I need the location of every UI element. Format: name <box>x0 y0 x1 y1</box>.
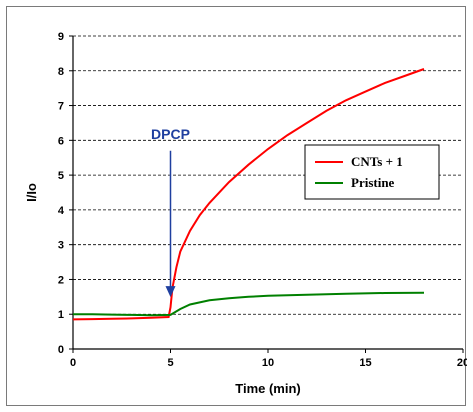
y-tick-label: 3 <box>58 240 64 252</box>
y-tick-label: 6 <box>58 135 64 147</box>
annotation-label: DPCP <box>151 126 190 142</box>
x-tick-label: 10 <box>262 357 274 369</box>
x-axis-title: Time (min) <box>235 381 301 396</box>
y-tick-label: 0 <box>58 344 64 356</box>
legend-box <box>304 144 440 200</box>
line-chart: 0 1 2 3 4 5 6 7 8 9 0 5 10 15 20 DPCP CNTs + 1 Pristine… <box>24 31 467 396</box>
y-axis-title: I/Io <box>24 183 39 202</box>
series-line-cnts-1 <box>72 68 425 321</box>
series-line-pristine <box>73 291 425 317</box>
grid-lines <box>73 35 463 315</box>
x-tick-label: 20 <box>457 357 467 369</box>
x-tick-label: 5 <box>167 357 173 369</box>
x-tick-label: 0 <box>70 357 76 369</box>
axes: 0 1 2 3 4 5 6 7 8 9 0 5 10 15 20 <box>58 31 467 369</box>
legend: CNTs + 1 Pristine <box>304 144 440 200</box>
y-tick-label: 9 <box>58 31 64 43</box>
series-lines <box>72 68 425 321</box>
dpcp-annotation: DPCP <box>151 126 190 298</box>
legend-label: Pristine <box>351 175 395 190</box>
y-tick-label: 1 <box>58 309 64 321</box>
y-tick-label: 8 <box>58 66 64 78</box>
chart-frame: 0 1 2 3 4 5 6 7 8 9 0 5 10 15 20 DPCP CNTs + 1 Pristine… <box>6 6 467 406</box>
y-tick-label: 2 <box>58 274 64 286</box>
y-tick-label: 7 <box>58 101 64 113</box>
y-tick-label: 4 <box>58 205 65 217</box>
x-tick-label: 15 <box>359 357 371 369</box>
annotation-arrowhead <box>165 286 176 298</box>
y-tick-label: 5 <box>58 170 64 182</box>
legend-label: CNTs + 1 <box>351 154 403 169</box>
